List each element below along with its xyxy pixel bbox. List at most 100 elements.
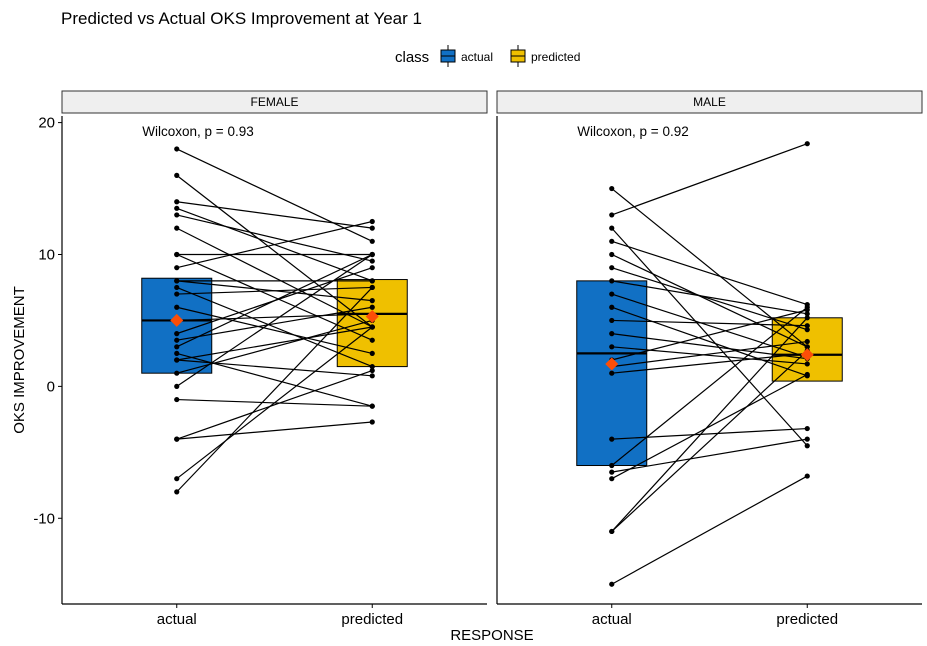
point-actual — [174, 205, 180, 211]
point-predicted — [804, 361, 810, 367]
pair-line — [176, 306, 373, 354]
point-predicted — [804, 141, 810, 147]
pair-line — [611, 319, 808, 327]
point-predicted — [804, 338, 810, 345]
point-actual — [609, 462, 615, 469]
paired-points — [174, 146, 375, 495]
point-actual — [174, 278, 180, 284]
point-predicted — [369, 265, 375, 271]
point-actual — [609, 278, 615, 284]
point-predicted — [369, 258, 375, 264]
point-actual — [174, 489, 180, 495]
pair-line — [176, 214, 373, 262]
point-actual — [609, 469, 615, 475]
point-actual — [174, 172, 180, 178]
point-predicted — [804, 311, 810, 317]
pair-line — [176, 287, 373, 493]
legend: class actual predicted — [395, 45, 580, 67]
point-actual — [609, 238, 615, 244]
point-predicted — [804, 473, 810, 479]
point-predicted — [369, 419, 375, 425]
mean-marker-predicted — [365, 309, 379, 323]
point-predicted — [804, 304, 810, 310]
point-actual — [174, 383, 180, 389]
wilcoxon-annotation: Wilcoxon, p = 0.92 — [577, 124, 688, 139]
pair-line — [611, 346, 808, 365]
point-actual — [609, 344, 615, 350]
pair-line — [611, 306, 808, 466]
pair-line — [176, 369, 373, 440]
point-predicted — [804, 443, 810, 449]
panel-female: FEMALE -10 0 10 20 actual predicted Wilcoxon, p… — [33, 90, 488, 628]
y-tick-label: -10 — [33, 510, 55, 527]
point-actual — [609, 581, 615, 587]
pair-line — [611, 253, 808, 348]
point-predicted — [804, 344, 810, 350]
x-axis-title: RESPONSE — [450, 627, 533, 644]
pair-line — [611, 280, 808, 315]
point-predicted — [369, 367, 375, 374]
point-predicted — [804, 371, 810, 378]
point-actual — [174, 476, 180, 482]
point-actual — [174, 370, 180, 376]
mean-marker-predicted — [800, 348, 814, 362]
mean-marker-actual — [605, 357, 619, 371]
paired-lines — [611, 143, 808, 585]
point-actual — [609, 265, 615, 271]
pair-line — [611, 143, 808, 216]
pair-line — [611, 340, 808, 368]
pair-line — [611, 227, 808, 447]
y-tick-label: 10 — [38, 246, 55, 263]
point-actual — [174, 357, 180, 363]
point-predicted — [369, 298, 375, 304]
point-actual — [174, 291, 180, 297]
pair-line — [176, 286, 373, 295]
paired-lines — [176, 148, 373, 493]
point-predicted — [804, 425, 810, 432]
point-actual — [174, 225, 180, 231]
pair-line — [176, 174, 373, 328]
pair-line — [611, 373, 808, 480]
point-actual — [609, 436, 615, 442]
point-actual — [174, 304, 180, 310]
point-predicted — [369, 238, 375, 244]
point-actual — [174, 344, 180, 350]
point-actual — [174, 212, 180, 218]
pair-line — [611, 293, 808, 358]
point-predicted — [369, 350, 375, 357]
y-tick-label: 0 — [47, 378, 55, 395]
strip-label: MALE — [693, 95, 726, 109]
point-actual — [609, 185, 615, 192]
point-actual — [609, 528, 615, 535]
pair-line — [611, 475, 808, 585]
pair-line — [176, 253, 373, 341]
y-tick-label: 20 — [38, 115, 55, 132]
point-actual — [609, 251, 615, 258]
point-predicted — [369, 403, 375, 409]
pair-line — [176, 220, 373, 269]
pair-line — [611, 306, 808, 377]
point-actual — [174, 199, 180, 205]
point-actual — [609, 212, 615, 218]
pair-line — [611, 317, 808, 532]
chart-title: Predicted vs Actual OKS Improvement at Y… — [61, 9, 422, 28]
point-actual — [174, 350, 180, 357]
pair-line — [611, 333, 808, 360]
point-predicted — [369, 284, 375, 291]
wilcoxon-annotation: Wilcoxon, p = 0.93 — [142, 124, 253, 139]
strip-background — [496, 90, 923, 114]
point-predicted — [369, 363, 375, 370]
point-actual — [609, 476, 615, 482]
pair-line — [611, 267, 808, 331]
point-actual — [174, 284, 180, 291]
point-actual — [174, 436, 180, 442]
point-predicted — [804, 323, 810, 329]
legend-item-predicted: predicted — [510, 45, 580, 67]
point-actual — [609, 370, 615, 376]
pair-line — [176, 326, 373, 361]
point-actual — [174, 251, 180, 258]
pair-line — [176, 359, 373, 377]
point-actual — [609, 317, 615, 324]
mean-marker-actual — [170, 313, 184, 327]
point-predicted — [369, 337, 375, 343]
